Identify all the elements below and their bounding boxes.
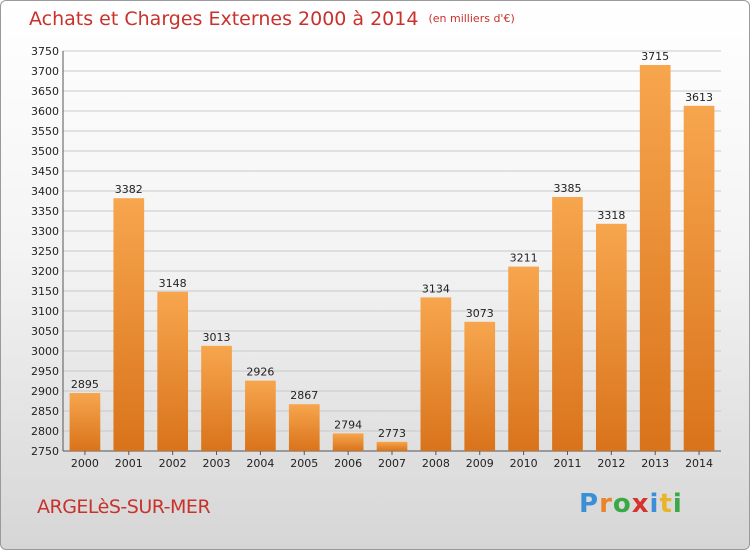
bar <box>288 404 320 451</box>
x-tick-label: 2004 <box>246 457 274 470</box>
x-tick-label: 2002 <box>159 457 187 470</box>
bar <box>332 433 364 451</box>
value-label: 3715 <box>641 50 669 63</box>
city-name: ARGELèS-SUR-MER <box>37 496 211 518</box>
value-label: 2773 <box>378 427 406 440</box>
y-tick-label: 3400 <box>31 185 59 198</box>
logo-letter: i <box>672 489 683 519</box>
bar <box>69 393 101 451</box>
bar <box>464 321 496 451</box>
y-tick-label: 2950 <box>31 365 59 378</box>
bar <box>201 345 232 451</box>
value-label: 3613 <box>685 91 713 104</box>
proxiti-logo: Proxiti <box>579 489 683 519</box>
bar <box>420 297 452 451</box>
value-label: 3318 <box>597 209 625 222</box>
x-tick-label: 2000 <box>71 457 99 470</box>
bar <box>639 65 671 451</box>
y-tick-label: 3550 <box>31 125 59 138</box>
y-tick-label: 3300 <box>31 225 59 238</box>
bars <box>69 65 715 452</box>
y-tick-label: 2800 <box>31 425 59 438</box>
value-label: 3134 <box>422 282 450 295</box>
x-tick-label: 2008 <box>422 457 450 470</box>
y-tick-label: 2850 <box>31 405 59 418</box>
y-tick-label: 2750 <box>31 445 59 458</box>
logo-letter: t <box>659 489 673 519</box>
logo-letter: o <box>612 489 632 519</box>
value-label: 3382 <box>115 183 143 196</box>
y-tick-label: 3250 <box>31 245 59 258</box>
value-label: 2794 <box>334 418 362 431</box>
logo-letter: x <box>631 489 650 519</box>
x-tick-label: 2013 <box>641 457 669 470</box>
value-label: 3385 <box>553 182 581 195</box>
unit-label: (en milliers d'€) <box>428 12 515 25</box>
y-tick-label: 3200 <box>31 265 59 278</box>
bar <box>552 197 583 451</box>
y-tick-label: 3050 <box>31 325 59 338</box>
y-tick-label: 3150 <box>31 285 59 298</box>
y-tick-label: 3500 <box>31 145 59 158</box>
bar <box>508 266 539 451</box>
value-label: 3013 <box>203 331 231 344</box>
value-label: 2867 <box>290 389 318 402</box>
x-tick-label: 2001 <box>115 457 143 470</box>
y-tick-label: 3350 <box>31 205 59 218</box>
bar <box>376 441 408 451</box>
x-tick-label: 2010 <box>510 457 538 470</box>
value-label: 2926 <box>246 366 274 379</box>
value-label: 3148 <box>159 277 187 290</box>
y-tick-label: 3650 <box>31 85 59 98</box>
bar <box>595 223 627 451</box>
y-tick-label: 2900 <box>31 385 59 398</box>
x-tick-label: 2006 <box>334 457 362 470</box>
title-text: Achats et Charges Externes 2000 à 2014 <box>29 8 419 30</box>
y-tick-label: 3750 <box>31 45 59 58</box>
x-tick-label: 2007 <box>378 457 406 470</box>
logo-letter: r <box>599 489 613 519</box>
y-tick-label: 3100 <box>31 305 59 318</box>
y-tick-label: 3700 <box>31 65 59 78</box>
y-tick-labels: 2750 2800 2850 2900 2950 3000 3050 3100 3150 3200… <box>31 45 59 458</box>
y-tick-label: 3000 <box>31 345 59 358</box>
x-tick-label: 2014 <box>685 457 713 470</box>
value-label: 3073 <box>466 307 494 320</box>
bar <box>113 198 145 451</box>
x-tick-label: 2009 <box>466 457 494 470</box>
x-tick-label: 2012 <box>597 457 625 470</box>
bar <box>245 380 276 451</box>
bar <box>157 291 189 451</box>
x-tick-label: 2011 <box>553 457 581 470</box>
chart-title: Achats et Charges Externes 2000 à 2014 (e… <box>29 8 515 30</box>
x-tick-label: 2005 <box>290 457 318 470</box>
value-label: 3211 <box>510 252 538 265</box>
value-label: 2895 <box>71 378 99 391</box>
logo-letter: i <box>649 489 660 519</box>
value-labels: 2895 3382 3148 3013 2926 2867 2794 2773 3134 3073… <box>71 50 713 440</box>
y-tick-label: 3600 <box>31 105 59 118</box>
logo-letter: P <box>579 489 600 519</box>
y-tick-label: 3450 <box>31 165 59 178</box>
bar <box>683 105 715 452</box>
x-tick-labels: 2000 2001 2002 2003 2004 2005 2006 2007 2008 2009… <box>71 457 713 470</box>
x-tick-label: 2003 <box>203 457 231 470</box>
